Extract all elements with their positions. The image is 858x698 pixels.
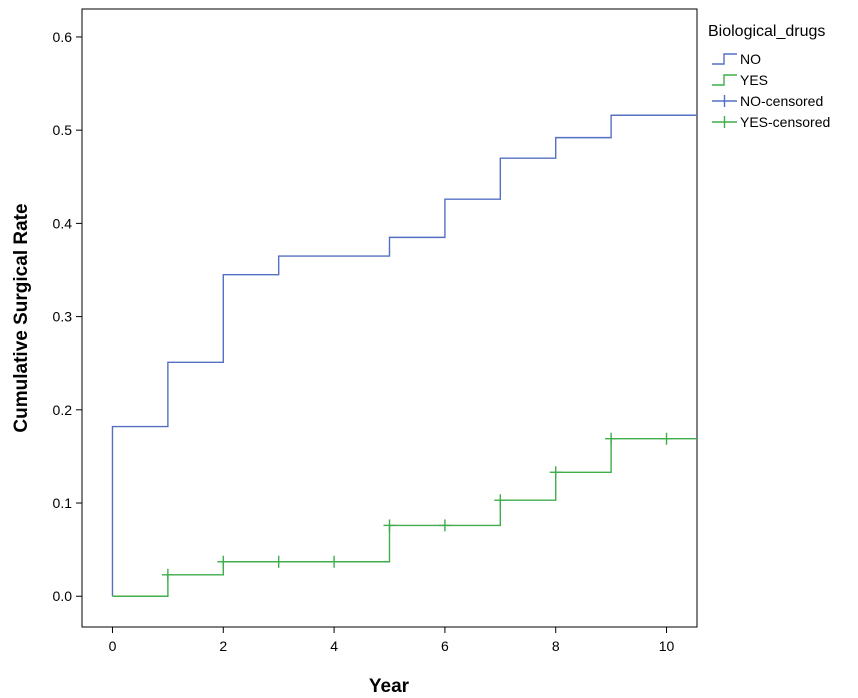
censor-mark-yes-3 — [328, 555, 341, 568]
y-tick-label-0: 0.0 — [53, 588, 73, 604]
series-line-no — [111, 114, 697, 597]
censor-mark-yes-8 — [605, 432, 618, 445]
legend-swatch-no — [712, 53, 737, 65]
series-layer — [111, 114, 697, 597]
censor-mark-yes-2 — [272, 555, 285, 568]
censor-mark-yes-5 — [438, 519, 451, 532]
y-tick-label-6: 0.6 — [53, 29, 73, 45]
x-axis-title: Year — [369, 676, 410, 697]
x-tick-label-2: 4 — [330, 638, 338, 654]
censor-mark-yes-9 — [660, 432, 673, 445]
legend-label-no: NO — [740, 51, 761, 67]
censor-mark-yes-0 — [161, 568, 174, 581]
legend-entry-no-censored: NO-censored — [712, 93, 823, 109]
x-tick-label-1: 2 — [219, 638, 227, 654]
series-line-yes — [112, 438, 697, 597]
censor-mark-yes-7 — [549, 466, 562, 479]
legend-title: Biological_drugs — [708, 23, 825, 40]
y-tick-label-5: 0.5 — [53, 122, 73, 138]
x-tick-label-5: 10 — [659, 638, 675, 654]
legend-entry-no: NO — [712, 51, 761, 67]
y-tick-label-2: 0.2 — [53, 402, 73, 418]
x-axis: 0 2 4 6 8 10 — [109, 627, 675, 654]
x-tick-label-3: 6 — [441, 638, 449, 654]
legend-entry-yes: YES — [712, 72, 768, 88]
y-axis-title: Cumulative Surgical Rate — [11, 203, 32, 432]
plot-frame — [81, 8, 698, 628]
legend: Biological_drugs NO YES NO-censored YES-cen… — [708, 23, 830, 130]
censor-mark-yes-1 — [217, 555, 230, 568]
censor-mark-yes-4 — [383, 519, 396, 532]
y-tick-label-4: 0.4 — [53, 215, 73, 231]
legend-label-no-censored: NO-censored — [740, 93, 823, 109]
legend-label-yes-censored: YES-censored — [740, 114, 830, 130]
censor-mark-yes-6 — [494, 494, 507, 507]
legend-label-yes: YES — [740, 72, 768, 88]
x-tick-label-4: 8 — [552, 638, 560, 654]
y-tick-label-3: 0.3 — [53, 309, 73, 325]
y-tick-label-1: 0.1 — [53, 495, 73, 511]
legend-entry-yes-censored: YES-censored — [712, 114, 830, 130]
y-axis: 0.0 0.1 0.2 0.3 0.4 0.5 0.6 — [53, 29, 82, 604]
x-tick-label-0: 0 — [109, 638, 117, 654]
legend-swatch-yes — [712, 74, 737, 86]
